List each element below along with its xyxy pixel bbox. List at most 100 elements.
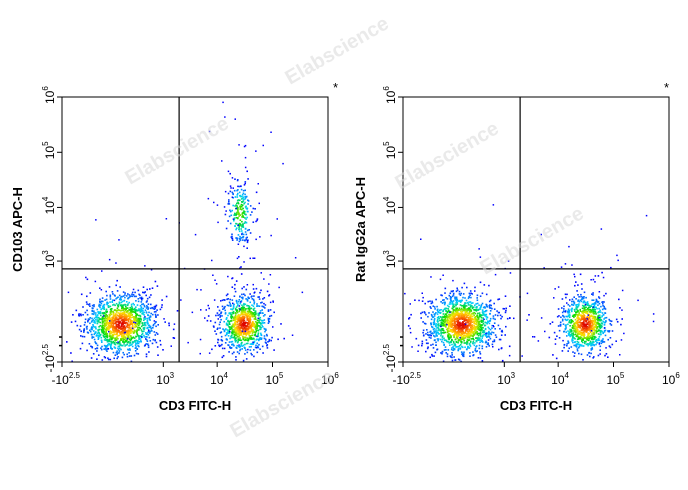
event-dot xyxy=(244,330,247,333)
event-dot xyxy=(147,328,150,331)
event-dot xyxy=(466,334,469,337)
event-dot xyxy=(476,350,478,352)
event-dot xyxy=(466,343,468,346)
event-dot xyxy=(575,328,577,330)
event-dot xyxy=(218,344,220,347)
event-dot xyxy=(247,332,250,334)
event-dot xyxy=(123,299,126,302)
event-dot xyxy=(582,313,585,315)
event-dot xyxy=(224,309,226,312)
event-dot xyxy=(483,329,485,332)
event-dot xyxy=(242,328,245,331)
event-dot xyxy=(462,314,465,317)
event-dot xyxy=(475,308,478,311)
event-dot xyxy=(442,360,445,363)
event-dot xyxy=(104,337,107,339)
event-dot xyxy=(243,202,245,205)
event-dot xyxy=(465,329,467,331)
event-dot xyxy=(449,292,452,295)
event-dot xyxy=(462,328,464,330)
event-dot xyxy=(235,204,237,206)
event-dot xyxy=(257,333,259,336)
event-dot xyxy=(448,333,450,335)
event-dot xyxy=(607,330,610,333)
event-dot xyxy=(138,309,140,311)
event-dot xyxy=(467,307,470,309)
event-dot xyxy=(579,310,582,312)
event-dot xyxy=(438,328,440,331)
event-dot xyxy=(116,353,118,356)
event-dot xyxy=(244,343,246,346)
event-dot xyxy=(476,314,479,317)
event-dot xyxy=(122,291,125,293)
event-dot xyxy=(598,319,600,321)
event-dot xyxy=(106,334,108,337)
event-dot xyxy=(467,297,470,300)
event-dot xyxy=(600,305,602,308)
event-dot xyxy=(233,189,236,192)
event-dot xyxy=(229,210,232,213)
event-dot xyxy=(572,351,574,353)
event-dot xyxy=(149,316,152,318)
event-dot xyxy=(452,323,454,325)
event-dot xyxy=(599,323,601,326)
event-dot xyxy=(247,203,249,205)
event-dot xyxy=(231,196,234,198)
event-dot xyxy=(231,352,234,355)
event-dot xyxy=(241,293,243,296)
event-dot xyxy=(243,336,245,339)
event-dot xyxy=(460,313,462,315)
event-dot xyxy=(603,321,606,324)
event-dot xyxy=(115,341,118,344)
event-dot xyxy=(246,316,248,318)
event-dot xyxy=(593,310,595,313)
event-dot xyxy=(442,332,444,334)
event-dot xyxy=(229,172,231,175)
event-dot xyxy=(603,331,606,333)
event-dot xyxy=(259,326,261,329)
event-dot xyxy=(234,314,237,317)
event-dot xyxy=(248,297,250,299)
event-dot xyxy=(99,287,101,289)
event-dot xyxy=(250,352,252,355)
event-dot xyxy=(442,274,444,276)
event-dot xyxy=(217,327,219,330)
event-dot xyxy=(435,323,438,325)
event-dot xyxy=(453,303,455,306)
event-dot xyxy=(86,295,88,298)
event-dot xyxy=(259,322,261,324)
event-dot xyxy=(482,321,484,323)
event-dot xyxy=(139,297,141,299)
event-dot xyxy=(208,130,211,133)
event-dot xyxy=(143,345,146,347)
event-dot xyxy=(108,340,111,342)
event-dot xyxy=(597,323,600,325)
event-dot xyxy=(446,327,449,330)
x-tick-label: 104 xyxy=(210,371,228,387)
event-dot xyxy=(238,215,240,217)
event-dot xyxy=(112,320,114,323)
event-dot xyxy=(252,305,255,307)
event-dot xyxy=(452,311,455,314)
event-dot xyxy=(241,205,243,208)
event-dot xyxy=(242,308,245,311)
event-dot xyxy=(266,290,269,293)
event-dot xyxy=(563,316,565,318)
event-dot xyxy=(470,319,473,322)
event-dot xyxy=(130,314,132,316)
event-dot xyxy=(575,305,577,307)
event-dot xyxy=(459,331,462,334)
event-dot xyxy=(505,325,507,328)
event-dot xyxy=(589,311,592,314)
event-dot xyxy=(574,284,576,287)
event-dot xyxy=(463,303,466,306)
event-dot xyxy=(458,328,461,330)
event-dot xyxy=(590,333,593,335)
event-dot xyxy=(95,331,97,333)
event-dot xyxy=(474,320,477,323)
event-dot xyxy=(421,340,424,343)
event-dot xyxy=(122,315,125,318)
event-dot xyxy=(507,260,510,262)
event-dot xyxy=(467,308,469,310)
event-dot xyxy=(220,311,223,313)
